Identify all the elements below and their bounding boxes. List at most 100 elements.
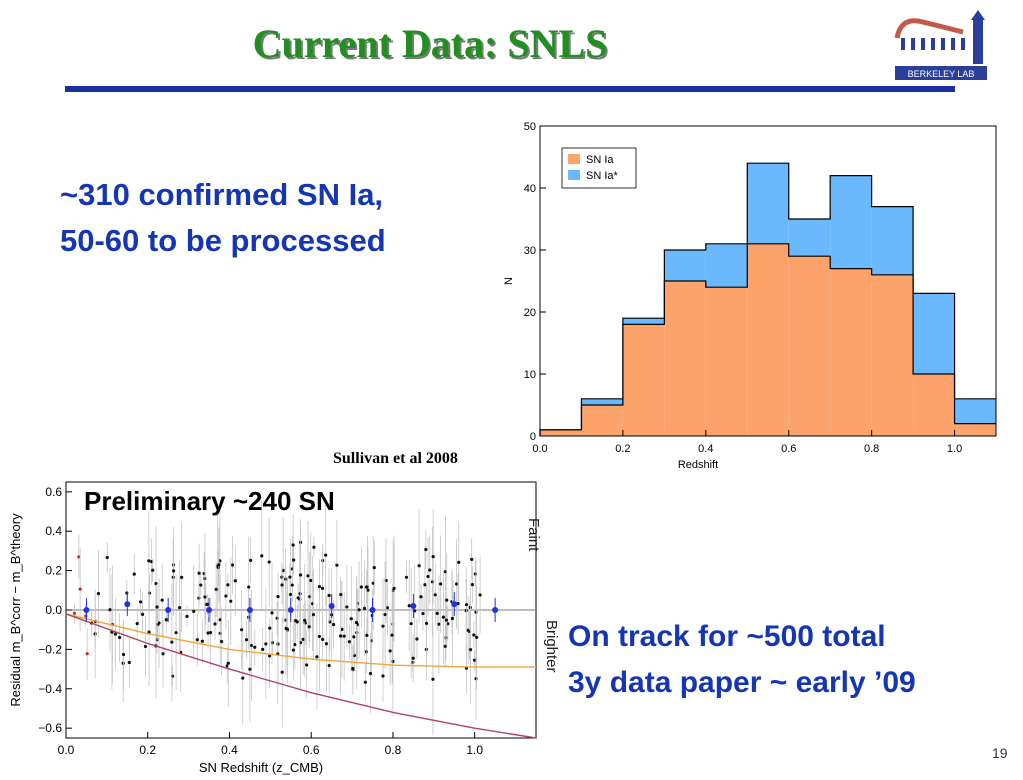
sn-point xyxy=(435,611,439,616)
sn-point xyxy=(472,658,477,662)
sn-point xyxy=(72,611,77,615)
binned-point-9 xyxy=(451,601,458,608)
sn-point xyxy=(113,632,117,636)
sn-point xyxy=(197,571,201,575)
sn-point xyxy=(275,616,279,620)
sn-point xyxy=(290,583,294,587)
sn-point xyxy=(357,608,361,612)
sn-point xyxy=(317,634,322,639)
sn-point xyxy=(127,660,131,665)
sn-point xyxy=(478,593,482,597)
sn-point xyxy=(470,557,474,561)
sn-point xyxy=(335,563,339,567)
sn-point xyxy=(178,606,182,610)
sn-point xyxy=(474,610,478,614)
binned-point-1 xyxy=(124,601,131,608)
sn-point xyxy=(368,671,373,676)
x-tick-label-4: 0.8 xyxy=(864,443,879,455)
bar-snia-5 xyxy=(747,243,789,436)
x-tick-label-1: 0.2 xyxy=(139,743,156,757)
x-tick-label-0: 0.0 xyxy=(532,443,547,455)
bar-snia-6 xyxy=(788,256,831,436)
x-axis-label: Redshift xyxy=(678,459,718,471)
bar-snia-star-5 xyxy=(747,163,789,244)
sn-point xyxy=(364,650,368,654)
sn-point xyxy=(472,633,476,637)
sn-point xyxy=(421,611,425,616)
sn-point xyxy=(433,593,437,597)
sn-point xyxy=(161,652,165,656)
sn-point xyxy=(280,670,284,674)
sn-point xyxy=(174,631,178,635)
sn-point xyxy=(78,587,82,591)
right-note-line-1: On track for ~500 total xyxy=(568,620,886,653)
sn-point xyxy=(226,661,230,665)
sn-point xyxy=(180,575,184,580)
sn-point xyxy=(285,627,289,631)
sn-point xyxy=(253,645,257,649)
bar-snia-star-8 xyxy=(871,206,914,275)
bar-snia-2 xyxy=(622,324,665,436)
sn-point xyxy=(428,568,432,572)
sn-point xyxy=(288,592,293,597)
sn-point xyxy=(172,569,176,573)
bar-snia-3 xyxy=(664,281,706,436)
binned-point-7 xyxy=(369,607,376,613)
sn-point xyxy=(117,635,122,640)
sn-point xyxy=(347,640,352,644)
sn-point xyxy=(217,563,221,567)
sn-point xyxy=(192,609,196,613)
preliminary-annotation: Preliminary ~240 SN xyxy=(84,486,335,516)
sn-point xyxy=(220,639,224,644)
sn-point xyxy=(160,598,164,602)
binned-point-5 xyxy=(287,607,294,613)
sn-point xyxy=(404,575,409,579)
y-axis-label: N xyxy=(503,277,515,285)
sn-point xyxy=(424,621,429,625)
plot-frame xyxy=(539,125,997,437)
x-tick-label-1: 0.2 xyxy=(615,443,630,455)
sn-point xyxy=(293,643,297,647)
bar-snia-star-10 xyxy=(954,398,996,424)
bar-snia-star-9 xyxy=(913,293,955,374)
x-tick-label-5: 1.0 xyxy=(947,443,962,455)
sn-point xyxy=(96,591,101,596)
sn-point xyxy=(135,621,139,626)
sn-point xyxy=(248,667,252,671)
sn-point xyxy=(431,677,435,681)
sn-point xyxy=(441,615,446,619)
sn-point xyxy=(317,584,321,589)
bar-snia-star-4 xyxy=(705,243,748,288)
citation: Sullivan et al 2008 xyxy=(333,450,458,467)
sn-point xyxy=(291,543,295,547)
sn-point xyxy=(339,592,343,597)
sn-point xyxy=(268,626,272,630)
y-tick-label-4: 40 xyxy=(524,183,536,195)
left-note-line-2: 50-60 to be processed xyxy=(60,223,386,258)
y-tick-label-2: 20 xyxy=(524,307,536,319)
sn-point xyxy=(468,648,473,652)
sn-point xyxy=(147,630,151,634)
sn-point xyxy=(444,618,448,622)
y-tick-label-0: −0.6 xyxy=(38,721,62,735)
sn-point xyxy=(340,627,344,631)
sn-point xyxy=(244,638,249,642)
sn-point xyxy=(143,644,148,649)
sn-point xyxy=(365,633,369,637)
sn-point xyxy=(170,640,174,644)
sn-point xyxy=(195,638,199,642)
x-tick-label-3: 0.6 xyxy=(781,443,796,455)
sn-point xyxy=(437,622,441,626)
sn-point xyxy=(431,555,435,559)
sn-point xyxy=(315,655,319,659)
sn-point xyxy=(141,612,145,616)
x-axis-label: SN Redshift (z_CMB) xyxy=(199,760,323,775)
sn-point xyxy=(327,663,331,668)
y-tick-label-1: −0.4 xyxy=(38,682,62,696)
model-orange xyxy=(65,613,536,668)
sn-point xyxy=(306,574,310,578)
sn-point xyxy=(298,573,303,577)
binned-point-3 xyxy=(206,607,213,613)
right-note: On track for ~500 total 3y data paper ~ … xyxy=(568,614,916,706)
residual-scatter-chart: 0.0 0.2 0.4 0.6 0.8 1.0 −0.6 −0.4 −0.2 0.0 0.2 0.4 0… xyxy=(8,481,537,775)
